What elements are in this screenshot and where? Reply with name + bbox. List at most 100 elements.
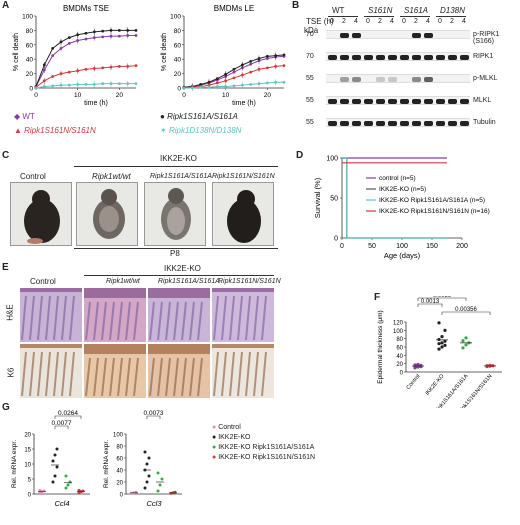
panel-d-survival-chart: 0 50 100 0 50 100 150 200 Age (days) Survival (%)… [313, 156, 490, 261]
y-tick-label-0-60: 60 [26, 42, 34, 49]
blot-row-label-0: p-RIPK1 (S166) [473, 31, 500, 45]
blot-band-3-0-1 [340, 99, 349, 104]
d-legend-label-0: control (n=5) [379, 175, 416, 182]
g-pvalue-0-1: 0.0077 [52, 420, 72, 427]
g-point-0-1-5 [55, 447, 59, 451]
blot-band-0-2-2 [424, 33, 433, 38]
data-point-0-3-0 [34, 86, 38, 90]
blot-band-3-0-2 [352, 99, 361, 104]
g-point-0-1-0 [51, 480, 55, 484]
mw-marker-3: 55 [306, 97, 314, 104]
blot-band-3-1-2 [388, 99, 397, 104]
g-y-tick-label-0-0: 0 [28, 493, 32, 499]
x-tick-label-1-0: 0 [182, 92, 186, 99]
y-axis-label-1: % cell death [161, 33, 168, 71]
panel-c-header: IKK2E-KO [160, 154, 197, 163]
data-point-0-2-6 [84, 67, 88, 71]
g-bracket-1-0 [146, 415, 161, 419]
hist-col-s161n: Ripk1S161N/S161N [218, 278, 281, 285]
blot-band-4-2-2 [424, 121, 433, 126]
timepoint-2-0: 0 [402, 18, 406, 25]
y-tick-label-1-60: 60 [174, 42, 182, 49]
f-point-0-5 [419, 363, 423, 367]
blot-strip-1 [326, 52, 470, 61]
g-point-1-3-2 [173, 490, 177, 494]
timepoint-3-0: 0 [438, 18, 442, 25]
mw-marker-2: 55 [306, 75, 314, 82]
histology-image-he-1 [84, 288, 146, 342]
timepoint-3-1: 2 [450, 18, 454, 25]
y-tick-label-1-0: 0 [177, 86, 181, 93]
panel-label-a: A [2, 0, 10, 11]
tse-label: TSE (h) [306, 17, 334, 26]
x-tick-label-0-10: 10 [74, 92, 82, 99]
data-point-0-1-4 [67, 36, 71, 39]
blot-band-2-2-2 [424, 77, 433, 82]
y-tick-label-0-20: 20 [26, 71, 34, 78]
blot-band-4-0-2 [352, 121, 361, 126]
legend-wt-label: WT [22, 112, 35, 121]
data-point-0-0-2 [51, 54, 55, 57]
kda-label: kDa [304, 26, 319, 35]
legend-wt: ◆ WT [14, 112, 35, 121]
x-axis-label-1: time (h) [232, 100, 256, 107]
data-point-1-3-4 [215, 85, 219, 88]
blot-band-0-0-2 [352, 33, 361, 38]
g-point-1-1-2 [147, 474, 151, 478]
data-point-1-2-12 [282, 64, 286, 68]
blot-row-label-3: MLKL [473, 97, 492, 104]
histology-image-he-3 [212, 288, 274, 342]
data-point-1-3-8 [249, 83, 253, 86]
data-point-1-2-10 [265, 66, 269, 70]
data-point-0-1-8 [101, 29, 105, 33]
data-point-1-1-8 [249, 59, 253, 63]
blot-band-3-3-1 [448, 99, 457, 104]
y-tick-label-0-40: 40 [26, 57, 34, 64]
d-x-tick-label-100: 100 [396, 243, 408, 250]
blot-band-1-2-0 [400, 55, 409, 60]
data-point-1-3-2 [199, 85, 203, 89]
timepoint-1-1: 2 [378, 18, 382, 25]
blot-band-2-0-2 [352, 77, 361, 82]
g-y-tick-label-1-40: 40 [116, 469, 123, 475]
d-legend-label-3: IKK2E-KO Ripk1S161N/S161N (n=16) [379, 208, 490, 215]
blot-band-0-2-1 [412, 33, 421, 38]
y-tick-label-0-80: 80 [26, 28, 34, 35]
blot-band-1-0-2 [352, 55, 361, 60]
blot-band-4-3-1 [448, 121, 457, 126]
panel-g-charts: 0 5 10 15 20 Rel. mRNA expr. Ccl4 0.0264 0.0077 0… [11, 410, 182, 508]
timepoint-0-2: 4 [354, 18, 358, 25]
blot-strip-4 [326, 118, 470, 127]
data-point-0-1-6 [84, 31, 88, 35]
blot-band-4-2-0 [400, 121, 409, 126]
g-y-tick-label-1-20: 20 [116, 481, 123, 487]
photo-label-control: Control [20, 172, 46, 181]
g-legend-control: ● Control [212, 424, 241, 431]
data-point-1-1-2 [199, 83, 203, 86]
data-point-1-2-6 [232, 76, 236, 80]
x-tick-label-1-20: 20 [264, 92, 272, 99]
hist-col-control: Control [30, 277, 56, 286]
x-tick-label-1-10: 10 [222, 92, 230, 99]
f-point-1-0 [437, 347, 441, 351]
genotype-line-2 [400, 16, 430, 17]
g-point-0-1-1 [53, 474, 57, 478]
histology-image-k6-2 [148, 344, 210, 398]
d-y-tick-label-100: 100 [326, 156, 338, 163]
blot-band-1-2-1 [412, 55, 421, 60]
panel-label-d: D [296, 150, 304, 161]
g-point-1-2-1 [158, 483, 162, 487]
mouse-photo-s161a [144, 182, 206, 246]
timepoint-0-1: 2 [342, 18, 346, 25]
photo-label-s161n: Ripk1S161N/S161N [212, 173, 275, 180]
d-y-axis-label: Survival (%) [313, 177, 322, 218]
blot-strip-0 [326, 30, 470, 39]
panel-label-f: F [374, 292, 381, 303]
panel-e-header: IKK2E-KO [164, 264, 201, 273]
d-x-axis-label: Age (days) [384, 251, 421, 260]
blot-band-4-1-1 [376, 121, 385, 126]
f-y-tick-label-20: 20 [396, 362, 403, 368]
blot-band-4-0-1 [340, 121, 349, 126]
g-pvalue-1-0: 0.0073 [144, 410, 164, 417]
data-point-0-1-10 [117, 29, 121, 32]
